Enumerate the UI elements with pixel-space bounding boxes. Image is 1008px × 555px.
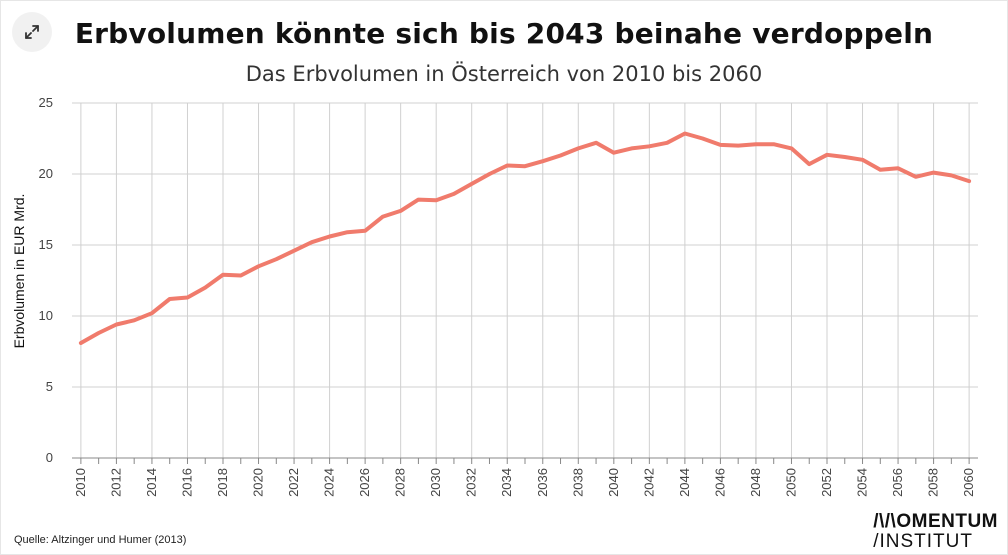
data-point — [381, 215, 385, 219]
data-point — [399, 209, 403, 213]
data-point — [541, 159, 545, 163]
momentum-institut-logo: /\/\OMENTUM /INSTITUT — [873, 512, 998, 552]
data-point — [345, 230, 349, 234]
x-tick-label: 2016 — [179, 468, 194, 497]
data-point — [967, 179, 971, 183]
chart-title: Erbvolumen könnte sich bis 2043 beinahe … — [74, 17, 934, 50]
data-point — [860, 158, 865, 162]
x-tick-label: 2048 — [748, 468, 763, 497]
data-point — [736, 144, 740, 148]
data-point — [363, 229, 367, 233]
data-point — [754, 142, 758, 146]
data-point — [558, 153, 563, 158]
data-point — [647, 144, 651, 148]
data-point — [576, 146, 580, 151]
y-tick-label: 20 — [39, 166, 53, 181]
x-tick-label: 2058 — [926, 468, 941, 497]
data-point — [807, 162, 811, 166]
data-point — [789, 146, 794, 151]
x-tick-label: 2012 — [108, 468, 123, 497]
x-tick-label: 2034 — [499, 468, 514, 497]
x-tick-label: 2044 — [677, 468, 692, 497]
x-tick-label: 2028 — [393, 468, 408, 497]
data-point — [523, 164, 527, 168]
data-point — [239, 273, 243, 278]
x-tick-label: 2020 — [251, 468, 266, 497]
x-tick-label: 2054 — [855, 468, 870, 497]
x-tick-label: 2032 — [464, 468, 479, 497]
data-point — [97, 331, 101, 335]
data-point — [150, 311, 154, 315]
data-point — [416, 197, 421, 202]
data-point — [185, 295, 190, 300]
source-note: Quelle: Altzinger und Humer (2013) — [14, 534, 187, 546]
data-point — [683, 131, 687, 136]
data-point — [292, 249, 296, 253]
data-point — [701, 136, 705, 141]
data-point — [452, 192, 456, 196]
data-point — [843, 155, 847, 159]
data-point — [487, 172, 492, 176]
data-point — [594, 141, 598, 145]
x-tick-label: 2022 — [286, 468, 301, 497]
expand-diagonal-arrows-icon — [25, 25, 39, 39]
x-tick-label: 2010 — [73, 468, 88, 497]
y-tick-label: 0 — [46, 450, 53, 465]
x-tick-label: 2050 — [783, 468, 798, 497]
x-tick-label: 2052 — [819, 468, 834, 497]
y-tick-label: 25 — [39, 95, 53, 110]
x-tick-label: 2046 — [712, 468, 727, 497]
data-point — [665, 141, 669, 145]
logo-line-2: /INSTITUT — [873, 531, 973, 552]
data-point — [931, 170, 936, 175]
data-point — [434, 198, 438, 202]
data-point — [327, 234, 332, 239]
data-point — [505, 163, 509, 168]
data-point — [914, 175, 918, 179]
x-tick-label: 2060 — [961, 468, 976, 497]
x-tick-label: 2026 — [357, 468, 372, 497]
data-point — [168, 297, 172, 301]
y-tick-label: 5 — [46, 379, 53, 394]
data-point — [114, 322, 119, 327]
data-point — [79, 341, 83, 345]
data-point — [203, 286, 207, 290]
data-point — [612, 151, 616, 155]
chart-subtitle: Das Erbvolumen in Österreich von 2010 bi… — [245, 62, 763, 86]
x-tick-label: 2056 — [890, 468, 905, 497]
data-point — [629, 146, 634, 151]
y-tick-label: 15 — [39, 237, 53, 252]
x-tick-label: 2030 — [428, 468, 443, 497]
y-tick-label: 10 — [39, 308, 53, 323]
data-point — [310, 240, 314, 244]
data-point — [274, 257, 278, 261]
data-point — [256, 264, 261, 268]
x-tick-label: 2024 — [322, 468, 337, 497]
x-tick-label: 2014 — [144, 468, 159, 497]
x-tick-label: 2018 — [215, 468, 230, 497]
data-point — [896, 166, 900, 170]
data-point — [470, 182, 474, 186]
gridlines — [72, 102, 978, 459]
x-tick-label: 2036 — [535, 468, 550, 497]
data-point — [772, 142, 776, 146]
data-point — [878, 168, 882, 172]
data-point — [132, 318, 136, 322]
data-point — [949, 173, 953, 178]
x-tick-label: 2038 — [570, 468, 585, 497]
data-point — [221, 273, 225, 277]
logo-line-1: /\/\OMENTUM — [873, 511, 998, 532]
x-tick-label: 2042 — [641, 468, 656, 497]
expand-button[interactable] — [12, 12, 52, 52]
data-point — [825, 153, 829, 157]
data-point — [718, 143, 723, 147]
x-tick-label: 2040 — [606, 468, 621, 497]
